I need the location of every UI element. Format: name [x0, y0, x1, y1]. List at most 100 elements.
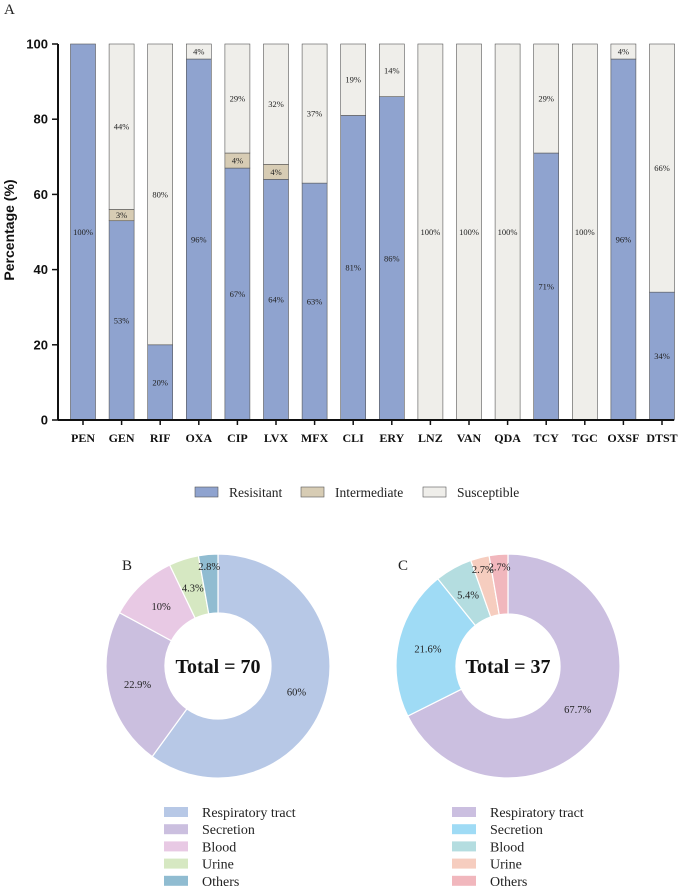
- x-tick-label-van: VAN: [457, 431, 482, 445]
- legend-swatch-resisitant: [194, 486, 219, 498]
- data-label-susceptible-tcy: 29%: [538, 94, 554, 104]
- data-label-susceptible-rif: 80%: [152, 189, 168, 199]
- legend-swatch-urine: [452, 858, 476, 869]
- x-tick-label-ery: ERY: [379, 431, 404, 445]
- bar-susceptible-van: [456, 43, 482, 421]
- data-label-susceptible-oxa: 4%: [193, 47, 204, 57]
- donut-chart-panel-b: B Total = 70 60% 22.9% 10% 4.3% 2.8% Respira…: [105, 553, 331, 890]
- bar-susceptible-oxsf: [610, 43, 637, 60]
- legend-c: Respiratory tract Secretion Blood Urine Othe…: [452, 806, 584, 890]
- bar-susceptible-oxa: [186, 43, 212, 60]
- slice-label-others: 2.7%: [489, 562, 511, 573]
- x-tick-label-cip: CIP: [227, 431, 248, 445]
- bar-susceptible-cip: [224, 43, 251, 154]
- legend-label-urine: Urine: [490, 858, 522, 873]
- legend-label-susceptible: Susceptible: [457, 485, 519, 500]
- data-label-resisitant-tcy: 71%: [538, 282, 554, 292]
- bar-resisitant-cli: [340, 115, 367, 421]
- bar-chart-panel-a: A Percentage (%) 100% 53% 3% 44% 20% 80% 96% 4%…: [1, 2, 678, 500]
- bar-susceptible-mfx: [301, 43, 328, 184]
- x-tick-label-pen: PEN: [71, 431, 95, 445]
- data-label-susceptible-dtst: 66%: [654, 163, 670, 173]
- legend-swatch-blood: [164, 841, 188, 852]
- legend-swatch-blood: [452, 841, 476, 852]
- data-label-resisitant-oxa: 96%: [191, 235, 207, 245]
- x-tick-label-oxsf: OXSF: [607, 431, 639, 445]
- donut-c-slices: [395, 553, 621, 779]
- bar-resisitant-lvx: [263, 179, 289, 421]
- bar-group: 100% 53% 3% 44% 20% 80% 96% 4% 67% 4% 29% 64% 4% 32% 6…: [70, 43, 675, 421]
- x-tick-label-cli: CLI: [343, 431, 365, 445]
- slice-label-secretion: 22.9%: [124, 680, 151, 691]
- bar-resisitant-mfx: [301, 182, 328, 421]
- legend-b: Respiratory tract Secretion Blood Urine Othe…: [164, 806, 296, 890]
- slice-label-others: 2.8%: [198, 562, 220, 573]
- donut-hole-c: [456, 614, 560, 718]
- y-tick-label-80: 80: [34, 112, 48, 127]
- bar-resisitant-oxsf: [610, 58, 637, 421]
- x-tick-label-dtst: DTST: [646, 431, 677, 445]
- y-axis-label: Percentage (%): [1, 179, 17, 280]
- data-label-intermediate-lvx: 4%: [270, 167, 281, 177]
- data-label-resisitant-oxsf: 96%: [616, 235, 632, 245]
- panel-label-b: B: [122, 558, 132, 574]
- panel-label-a: A: [4, 2, 15, 18]
- y-tick-label-60: 60: [34, 187, 48, 202]
- legend-swatch-susceptible: [422, 486, 447, 498]
- donut-center-total-b: Total = 70: [175, 656, 260, 678]
- x-tick-label-rif: RIF: [150, 431, 171, 445]
- legend-swatch-others: [164, 875, 188, 886]
- legend-swatch-intermediate: [300, 486, 325, 498]
- donut-hole-b: [165, 613, 271, 719]
- legend-swatch-secretion: [164, 824, 188, 835]
- bar-resisitant-cip: [224, 167, 251, 421]
- x-axis: PEN GEN RIF OXA CIP LVX MFX CLI ERY LNZ VAN QDA TCY T…: [58, 419, 678, 445]
- legend-label-others: Others: [490, 875, 527, 890]
- data-label-susceptible-ery: 14%: [384, 65, 400, 75]
- legend-swatch-urine: [164, 858, 188, 869]
- x-tick-label-oxa: OXA: [185, 431, 212, 445]
- bar-resisitant-tcy: [533, 152, 560, 421]
- data-label-susceptible-oxsf: 4%: [618, 47, 629, 57]
- bar-susceptible-dtst: [649, 43, 675, 293]
- slice-label-urine: 2.7%: [472, 565, 494, 576]
- data-label-susceptible-tgc: 100%: [575, 227, 595, 237]
- slice-label-secretion: 21.6%: [414, 645, 441, 656]
- x-tick-label-mfx: MFX: [301, 431, 329, 445]
- data-label-susceptible-mfx: 37%: [307, 109, 323, 119]
- y-tick-label-40: 40: [34, 262, 48, 277]
- legend-swatch-others: [452, 875, 476, 886]
- panel-label-c: C: [398, 558, 408, 574]
- data-label-resisitant-gen: 53%: [114, 315, 130, 325]
- slice-label-urine: 4.3%: [182, 583, 204, 594]
- legend-a: Resisitant Intermediate Susceptible: [194, 485, 519, 500]
- donut-b-labels: 60% 22.9% 10% 4.3% 2.8%: [124, 562, 306, 699]
- legend-swatch-secretion: [452, 824, 476, 835]
- legend-label-blood: Blood: [490, 840, 524, 855]
- bar-resisitant-dtst: [649, 291, 675, 421]
- donut-c-labels: 67.7% 21.6% 5.4% 2.7%2.7%: [414, 562, 591, 716]
- donut-center-total-c: Total = 37: [465, 656, 550, 678]
- data-label-susceptible-cip: 29%: [230, 94, 246, 104]
- data-label-susceptible-van: 100%: [459, 227, 479, 237]
- slice-label-respiratory-tract: 67.7%: [564, 705, 591, 716]
- legend-label-resisitant: Resisitant: [229, 485, 282, 500]
- bar-susceptible-qda: [494, 43, 521, 421]
- data-label-resisitant-dtst: 34%: [654, 351, 670, 361]
- legend-label-secretion: Secretion: [490, 823, 543, 838]
- bar-susceptible-tgc: [571, 43, 598, 421]
- x-tick-label-gen: GEN: [109, 431, 135, 445]
- data-label-resisitant-ery: 86%: [384, 253, 400, 263]
- data-label-susceptible-lvx: 32%: [268, 99, 284, 109]
- legend-label-blood: Blood: [202, 840, 236, 855]
- data-label-susceptible-gen: 44%: [114, 122, 130, 132]
- data-label-resisitant-rif: 20%: [152, 377, 168, 387]
- data-label-intermediate-cip: 4%: [232, 156, 243, 166]
- bar-susceptible-rif: [147, 43, 173, 346]
- x-tick-label-lvx: LVX: [264, 431, 289, 445]
- bar-susceptible-cli: [340, 43, 367, 116]
- bar-resisitant-rif: [147, 344, 173, 421]
- y-tick-label-100: 100: [26, 37, 48, 52]
- bar-susceptible-lvx: [263, 43, 289, 165]
